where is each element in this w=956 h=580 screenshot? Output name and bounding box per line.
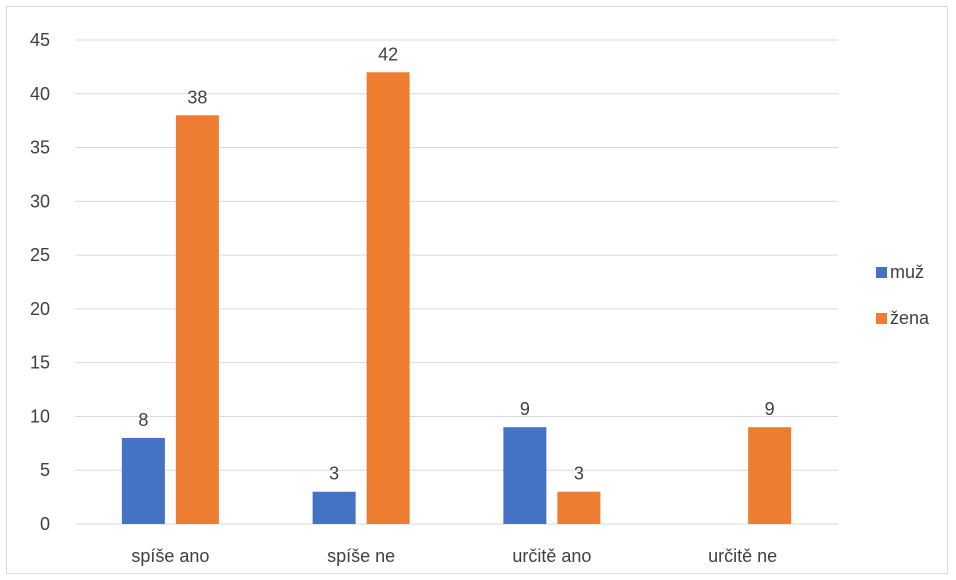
bar-muž-2 — [503, 427, 547, 524]
x-tick-label: spíše ne — [327, 546, 395, 566]
bar-muž-1 — [312, 491, 356, 524]
y-tick-label: 30 — [30, 191, 50, 211]
y-tick-label: 0 — [40, 514, 50, 534]
legend: muž žena — [876, 262, 930, 328]
y-tick-label: 10 — [30, 406, 50, 426]
y-tick-label: 45 — [30, 30, 50, 50]
legend-label: žena — [890, 308, 930, 328]
x-tick-label: určitě ne — [708, 546, 777, 566]
bar-žena-0 — [175, 115, 219, 525]
x-axis: spíše ano spíše ne určitě ano určitě ne — [75, 523, 838, 566]
x-tick-label: spíše ano — [131, 546, 209, 566]
data-label: 3 — [574, 464, 584, 484]
y-tick-label: 5 — [40, 460, 50, 480]
data-label: 8 — [138, 410, 148, 430]
x-tick-label: určitě ano — [512, 546, 591, 566]
legend-swatch-1 — [876, 313, 887, 324]
data-labels: 8 38 3 42 9 3 9 — [138, 44, 774, 483]
legend-label: muž — [890, 262, 924, 282]
y-tick-label: 35 — [30, 138, 50, 158]
bar-žena-2 — [557, 491, 601, 524]
data-label: 42 — [378, 44, 398, 64]
data-label: 3 — [329, 464, 339, 484]
y-tick-label: 40 — [30, 84, 50, 104]
y-axis: 0 5 10 15 20 25 30 35 40 45 — [30, 30, 50, 534]
bar-žena-1 — [366, 72, 410, 525]
data-label: 9 — [765, 399, 775, 419]
y-tick-label: 25 — [30, 245, 50, 265]
bar-muž-0 — [121, 437, 165, 524]
data-label: 9 — [520, 399, 530, 419]
legend-swatch-0 — [876, 267, 887, 278]
bar-žena-3 — [748, 427, 792, 524]
bars — [121, 72, 792, 525]
data-label: 38 — [187, 87, 207, 107]
y-tick-label: 20 — [30, 299, 50, 319]
y-tick-label: 15 — [30, 353, 50, 373]
